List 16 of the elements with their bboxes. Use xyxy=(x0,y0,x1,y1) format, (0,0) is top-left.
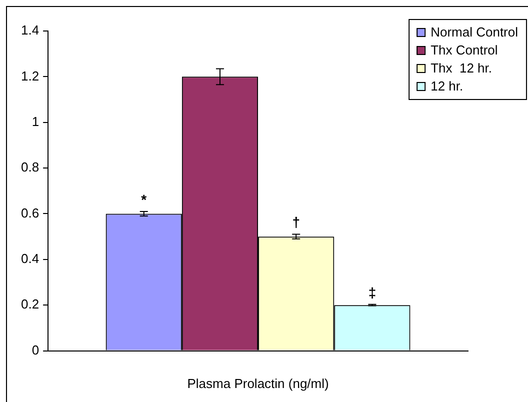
y-tick-label: 1.4 xyxy=(20,22,40,38)
y-tick-label: 0.2 xyxy=(20,296,40,312)
y-tick-label: 1.2 xyxy=(20,68,40,84)
legend-label: Normal Control xyxy=(430,24,518,40)
data-label: * xyxy=(141,191,148,208)
data-label: † xyxy=(292,214,300,230)
y-tick-label: 0.6 xyxy=(20,205,40,220)
x-axis-title: Plasma Prolactin (ng/ml) xyxy=(187,376,329,391)
y-tick-label: 0.8 xyxy=(20,160,40,175)
legend-label: Thx 12 hr. xyxy=(430,60,492,76)
legend-label: Thx Control xyxy=(430,42,498,58)
y-tick-label: 1 xyxy=(32,114,40,129)
data-label: ‡ xyxy=(368,284,376,300)
y-tick-label: 0.4 xyxy=(20,251,40,266)
y-tick-label: 0 xyxy=(32,342,40,358)
legend-label: 12 hr. xyxy=(430,78,464,94)
